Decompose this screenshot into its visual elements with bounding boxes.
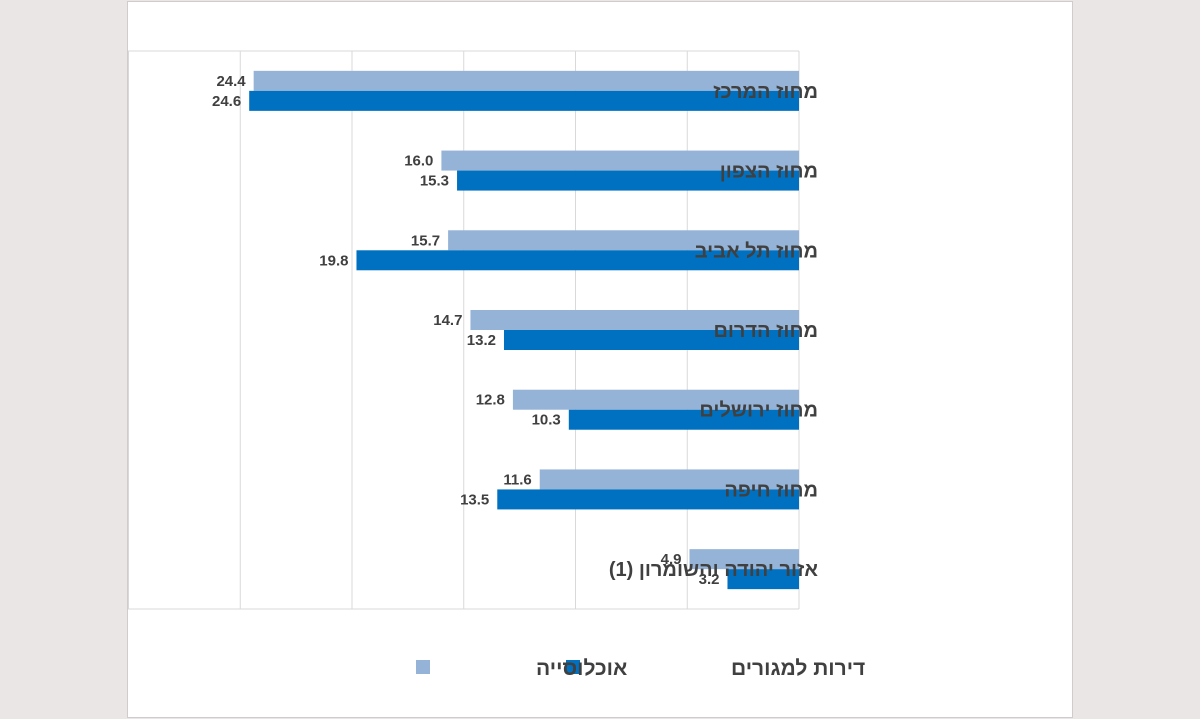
bars-group <box>249 70 799 590</box>
data-label: 4.9 <box>661 551 682 568</box>
bar-chart: 24.4 24.6 16.0 15.3 15.7 19.8 14.7 13.2 12.8 10.3… <box>128 50 865 680</box>
bar <box>727 569 799 590</box>
bar <box>457 170 799 191</box>
value-labels-group: 24.4 24.6 16.0 15.3 15.7 19.8 14.7 13.2 12.8 10.3… <box>212 73 719 588</box>
bar <box>497 489 799 510</box>
category-labels-group: מחוז המרכז מחוז הצפון מחוז תל אביב מחוז הדר… <box>609 81 819 581</box>
category-label: מחוז המרכז <box>713 81 818 103</box>
legend-label: דירות למגורים <box>731 657 865 680</box>
bar <box>448 230 799 251</box>
legend-label: אוכלוסייה <box>536 657 627 680</box>
data-label: 13.5 <box>460 491 489 508</box>
category-label: מחוז הצפון <box>720 161 818 183</box>
data-label: 14.7 <box>433 312 462 329</box>
category-label: אזור יהודה והשומרון (1) <box>609 559 819 581</box>
bar <box>470 310 799 330</box>
bar <box>356 250 799 271</box>
data-label: 16.0 <box>404 153 433 170</box>
category-label: מחוז חיפה <box>724 479 818 501</box>
data-label: 12.8 <box>476 392 505 409</box>
legend: דירות למגורים אוכלוסייה <box>416 657 865 680</box>
category-label: מחוז תל אביב <box>695 240 818 262</box>
category-label: מחוז ירושלים <box>699 400 818 422</box>
category-label: מחוז הדרום <box>713 320 818 342</box>
data-label: 11.6 <box>503 471 531 488</box>
bar <box>441 150 799 171</box>
bar <box>539 469 799 490</box>
data-label: 15.7 <box>411 232 440 249</box>
bar <box>253 70 799 91</box>
bar <box>512 389 799 410</box>
legend-swatch <box>566 660 580 674</box>
legend-swatch <box>416 660 430 674</box>
data-label: 10.3 <box>532 412 561 429</box>
bar <box>503 330 799 350</box>
bar <box>568 409 799 430</box>
data-label: 13.2 <box>467 332 496 349</box>
data-label: 3.2 <box>699 571 720 588</box>
data-label: 15.3 <box>420 173 449 190</box>
bar <box>689 549 799 570</box>
data-label: 24.4 <box>216 73 246 90</box>
bar <box>249 90 799 111</box>
data-label: 19.8 <box>319 252 348 269</box>
chart-card: 24.4 24.6 16.0 15.3 15.7 19.8 14.7 13.2 12.8 10.3… <box>127 1 1073 718</box>
data-label: 24.6 <box>212 93 241 110</box>
